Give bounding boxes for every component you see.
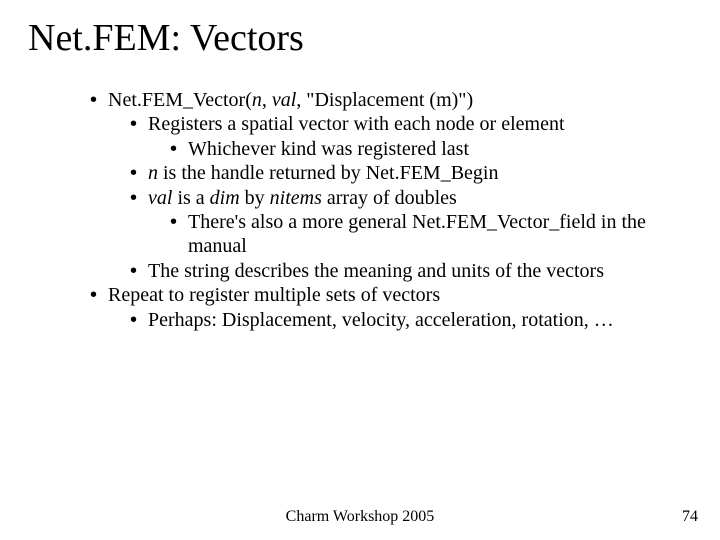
text-fragment: Net.FEM_Vector( — [108, 89, 252, 111]
bullet-text: Registers a spatial vector with each nod… — [148, 112, 650, 136]
text-fragment-italic: dim — [210, 187, 240, 209]
text-fragment: is the handle returned by Net.FEM_Begin — [158, 162, 499, 184]
bullet-icon: • — [170, 210, 188, 234]
bullet-icon: • — [90, 283, 108, 307]
text-fragment: is a — [172, 187, 209, 209]
slide-body: • Net.FEM_Vector(n, val, "Displacement (… — [90, 88, 650, 332]
bullet-l1-repeat: • Repeat to register multiple sets of ve… — [90, 283, 650, 307]
bullet-text: val is a dim by nitems array of doubles — [148, 186, 650, 210]
bullet-icon: • — [130, 161, 148, 185]
slide: Net.FEM: Vectors • Net.FEM_Vector(n, val… — [0, 0, 720, 540]
bullet-l3-vector-field: • There's also a more general Net.FEM_Ve… — [170, 210, 650, 259]
slide-title: Net.FEM: Vectors — [28, 16, 304, 60]
footer-center: Charm Workshop 2005 — [0, 508, 720, 526]
text-fragment-italic: n — [252, 89, 262, 111]
bullet-icon: • — [130, 308, 148, 332]
bullet-text: Perhaps: Displacement, velocity, acceler… — [148, 308, 650, 332]
slide-number: 74 — [682, 508, 698, 526]
bullet-l2-registers: • Registers a spatial vector with each n… — [130, 112, 650, 136]
bullet-l1-vector-call: • Net.FEM_Vector(n, val, "Displacement (… — [90, 88, 650, 112]
text-fragment-italic: val — [267, 89, 296, 111]
bullet-icon: • — [170, 137, 188, 161]
text-fragment-italic: n — [148, 162, 158, 184]
bullet-text: Repeat to register multiple sets of vect… — [108, 283, 650, 307]
text-fragment: array of doubles — [322, 187, 457, 209]
bullet-icon: • — [130, 112, 148, 136]
bullet-l3-whichever: • Whichever kind was registered last — [170, 137, 650, 161]
bullet-l2-perhaps: • Perhaps: Displacement, velocity, accel… — [130, 308, 650, 332]
bullet-icon: • — [130, 259, 148, 283]
bullet-icon: • — [90, 88, 108, 112]
bullet-text: Net.FEM_Vector(n, val, "Displacement (m)… — [108, 88, 650, 112]
text-fragment-italic: val — [148, 187, 172, 209]
text-fragment-italic: nitems — [270, 187, 322, 209]
bullet-icon: • — [130, 186, 148, 210]
bullet-text: Whichever kind was registered last — [188, 137, 650, 161]
text-fragment: "Displacement (m)") — [301, 89, 473, 111]
bullet-text: n is the handle returned by Net.FEM_Begi… — [148, 161, 650, 185]
bullet-l2-n-handle: • n is the handle returned by Net.FEM_Be… — [130, 161, 650, 185]
bullet-text: There's also a more general Net.FEM_Vect… — [188, 210, 650, 259]
text-fragment: by — [240, 187, 270, 209]
bullet-l2-val-array: • val is a dim by nitems array of double… — [130, 186, 650, 210]
bullet-l2-string-meaning: • The string describes the meaning and u… — [130, 259, 650, 283]
bullet-text: The string describes the meaning and uni… — [148, 259, 650, 283]
